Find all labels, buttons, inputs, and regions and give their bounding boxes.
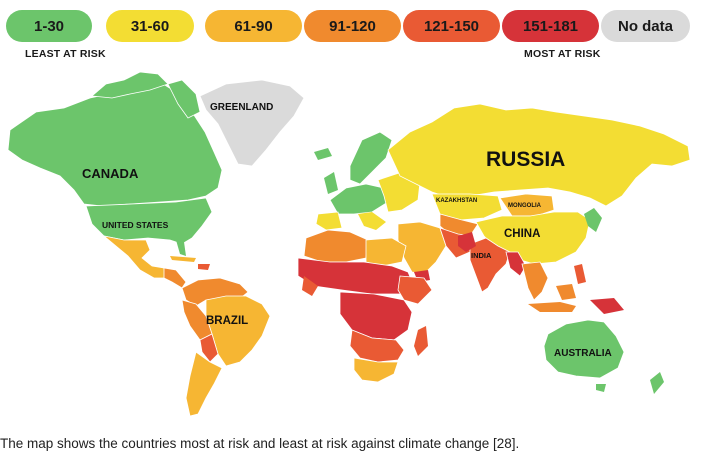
legend-bin-no-data: No data — [601, 10, 690, 42]
hispaniola — [198, 264, 210, 270]
most-at-risk-label: MOST AT RISK — [524, 48, 601, 60]
horn-of-africa — [397, 275, 433, 305]
legend-bin-61-90: 61-90 — [205, 10, 302, 42]
north-africa-east — [365, 237, 407, 267]
canadian-arctic-islands — [91, 71, 169, 99]
philippines — [574, 264, 586, 284]
russia-label: RUSSIA — [486, 148, 565, 171]
new-zealand — [650, 372, 664, 394]
india-region — [469, 237, 511, 293]
canada-label: CANADA — [82, 166, 139, 181]
tasmania — [596, 384, 606, 392]
south-africa — [353, 357, 399, 383]
borneo — [556, 284, 576, 300]
madagascar — [414, 326, 428, 356]
bangladesh-myanmar — [505, 251, 527, 277]
mongolia-label: MONGOLIA — [508, 203, 542, 209]
british-isles — [324, 172, 338, 194]
china-label: CHINA — [504, 228, 540, 240]
map-caption: The map shows the countries most at risk… — [0, 436, 520, 451]
florida — [176, 240, 186, 256]
risk-legend: 1-30 31-60 61-90 91-120 121-150 151-181 … — [6, 10, 690, 42]
korea-japan — [584, 208, 602, 232]
legend-bin-label: No data — [617, 17, 673, 35]
india-label: INDIA — [471, 251, 492, 260]
legend-bin-151-181: 151-181 — [502, 10, 599, 42]
united-states-label: UNITED STATES — [102, 220, 169, 230]
legend-bin-91-120: 91-120 — [304, 10, 401, 42]
iceland — [314, 148, 332, 160]
brazil-label: BRAZIL — [206, 315, 248, 327]
kazakhstan-label: KAZAKHSTAN — [436, 198, 477, 204]
legend-bin-label: 61-90 — [234, 17, 273, 35]
central-america — [163, 267, 187, 289]
europe — [315, 131, 421, 231]
mexico-region — [103, 235, 167, 279]
australia-region — [543, 319, 625, 379]
south-america — [181, 277, 271, 417]
north-america — [7, 71, 223, 289]
bolivia-paraguay — [199, 333, 219, 363]
southern-africa-north — [349, 329, 405, 363]
southern-cone — [185, 351, 223, 417]
southeast-asia — [521, 261, 549, 301]
legend-bin-31-60: 31-60 — [106, 10, 194, 42]
legend-bin-label: 91-120 — [329, 17, 376, 35]
legend-bin-1-30: 1-30 — [6, 10, 92, 42]
scandinavia — [349, 131, 393, 185]
africa — [297, 229, 433, 383]
balkans-italy — [358, 212, 386, 230]
pakistan — [458, 232, 476, 252]
baffin-island — [167, 79, 201, 119]
central-africa — [339, 291, 413, 341]
indonesia — [528, 302, 576, 312]
greenland-region — [199, 79, 305, 167]
legend-bin-label: 31-60 — [130, 17, 170, 35]
legend-bin-121-150: 121-150 — [403, 10, 500, 42]
australia-label: AUSTRALIA — [554, 348, 612, 359]
western-europe — [329, 183, 389, 215]
legend-bin-label: 151-181 — [522, 17, 579, 35]
least-at-risk-label: LEAST AT RISK — [25, 48, 106, 60]
west-africa-coast — [302, 276, 318, 296]
iberia — [315, 211, 343, 231]
north-africa-west — [303, 229, 369, 263]
legend-bin-label: 121-150 — [423, 17, 480, 35]
greenland-label: GREENLAND — [210, 102, 273, 113]
world-risk-map: CANADA UNITED STATES GREENLAND RUSSIA KA… — [7, 71, 691, 417]
papua — [590, 298, 624, 314]
cuba — [170, 256, 196, 262]
legend-bin-label: 1-30 — [33, 17, 65, 35]
